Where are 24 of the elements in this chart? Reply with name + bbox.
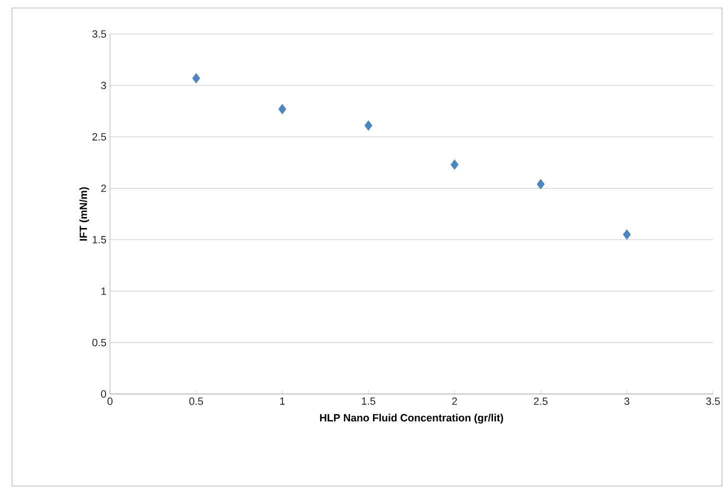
y-tick-label: 3 (101, 82, 106, 90)
x-tick-label: 0.5 (189, 398, 203, 405)
x-axis-title: HLP Nano Fluid Concentration (gr/lit) (320, 414, 504, 424)
point (192, 73, 200, 84)
y-axis-title: IFT (mN/m) (79, 187, 90, 241)
y-tick-label: 1 (101, 288, 106, 295)
y-tick-label: 2 (101, 184, 106, 192)
point (450, 159, 459, 170)
point (622, 229, 631, 240)
x-tick-label: 3.5 (706, 398, 720, 405)
point (278, 104, 286, 114)
x-tick-label: 1 (280, 398, 285, 405)
x-tick-label: 0 (108, 398, 113, 405)
point (536, 178, 545, 190)
y-tick-label: 3.5 (92, 30, 106, 38)
x-tick-label: 3 (624, 398, 630, 405)
y-tick-label: 0 (101, 390, 106, 398)
x-tick-label: 2.5 (534, 398, 548, 405)
point (364, 120, 372, 131)
y-tick-label: 1.5 (92, 236, 106, 244)
y-tick-label: 0.5 (92, 338, 106, 346)
x-tick-label: 1.5 (362, 398, 376, 405)
y-tick-label: 2.5 (92, 133, 106, 141)
x-tick-label: 2 (452, 398, 457, 405)
